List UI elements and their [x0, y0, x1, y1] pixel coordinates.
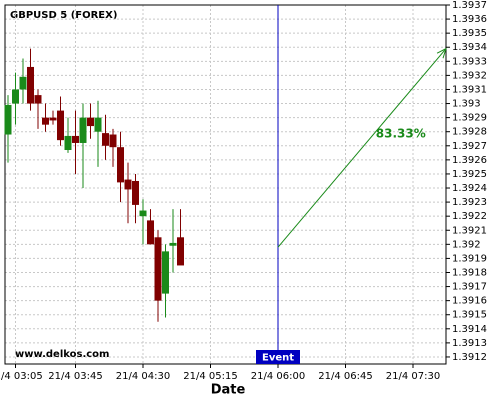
x-tick-label: 21/4 03:05	[0, 371, 43, 382]
x-tick-label: 21/4 04:30	[116, 371, 170, 382]
y-tick-label: 1.3937	[452, 0, 487, 11]
y-tick-label: 1.392	[452, 239, 481, 250]
candle-body	[102, 133, 109, 146]
arrow-head	[436, 47, 447, 59]
x-tick-label: 21/4 06:00	[251, 371, 305, 382]
projection-label: 83.33%	[376, 127, 426, 141]
x-tick-label: 21/4 05:15	[183, 371, 237, 382]
candle-body	[4, 104, 12, 135]
y-tick-label: 1.3934	[452, 42, 487, 53]
x-tick-label: 21/4 06:45	[318, 371, 372, 382]
y-tick-label: 1.3923	[452, 197, 487, 208]
x-axis-label: Date	[211, 383, 246, 398]
event-label: Event	[262, 353, 294, 364]
y-tick-label: 1.3928	[452, 127, 487, 138]
candle-body	[177, 237, 184, 266]
y-tick-label: 1.3914	[452, 324, 487, 335]
candle-body	[72, 135, 79, 143]
y-tick-label: 1.393	[452, 99, 481, 110]
y-tick-label: 1.3933	[452, 56, 487, 67]
candle-body	[124, 179, 132, 190]
candle-body	[169, 242, 177, 246]
candle-body	[132, 180, 139, 205]
candle-body	[109, 134, 117, 148]
y-tick-label: 1.3919	[452, 253, 487, 264]
candle-body	[42, 117, 49, 125]
y-tick-label: 1.3918	[452, 267, 487, 278]
candle-body	[117, 147, 124, 183]
event-label-box	[256, 350, 300, 364]
x-tick-label: 21/4 03:45	[48, 371, 102, 382]
candle-body	[57, 110, 64, 141]
plot-frame	[4, 4, 447, 365]
chart-title: GBPUSD 5 (FOREX)	[10, 10, 117, 21]
y-tick-label: 1.3915	[452, 310, 487, 321]
candle-body	[19, 76, 27, 90]
projection-arrow	[277, 48, 447, 248]
candle-body	[12, 89, 19, 104]
x-tick-label: 21/4 07:30	[386, 371, 440, 382]
y-tick-label: 1.3912	[452, 352, 487, 363]
candle-body	[162, 251, 169, 294]
watermark: www.delkos.com	[15, 349, 109, 360]
y-tick-label: 1.3926	[452, 155, 487, 166]
y-tick-label: 1.3936	[452, 14, 487, 25]
y-tick-label: 1.3922	[452, 211, 487, 222]
candle-body	[27, 66, 34, 104]
candle-body	[34, 95, 42, 104]
candle-body	[147, 220, 154, 245]
y-tick-label: 1.3927	[452, 141, 487, 152]
y-tick-label: 1.3929	[452, 113, 487, 124]
candle-body	[49, 117, 57, 121]
y-tick-label: 1.3932	[452, 70, 487, 81]
y-tick-label: 1.3935	[452, 28, 487, 39]
candle-body	[154, 237, 162, 301]
y-tick-label: 1.3925	[452, 169, 487, 180]
y-tick-label: 1.3931	[452, 84, 487, 95]
y-tick-label: 1.3917	[452, 282, 487, 293]
y-tick-label: 1.3913	[452, 338, 487, 349]
candle-body	[94, 117, 102, 132]
candle-body	[79, 117, 87, 143]
y-tick-label: 1.3924	[452, 183, 487, 194]
candle-body	[64, 135, 72, 151]
candle-body	[139, 210, 147, 217]
candle-body	[87, 117, 94, 127]
y-tick-label: 1.3916	[452, 296, 487, 307]
y-tick-label: 1.3921	[452, 225, 487, 236]
